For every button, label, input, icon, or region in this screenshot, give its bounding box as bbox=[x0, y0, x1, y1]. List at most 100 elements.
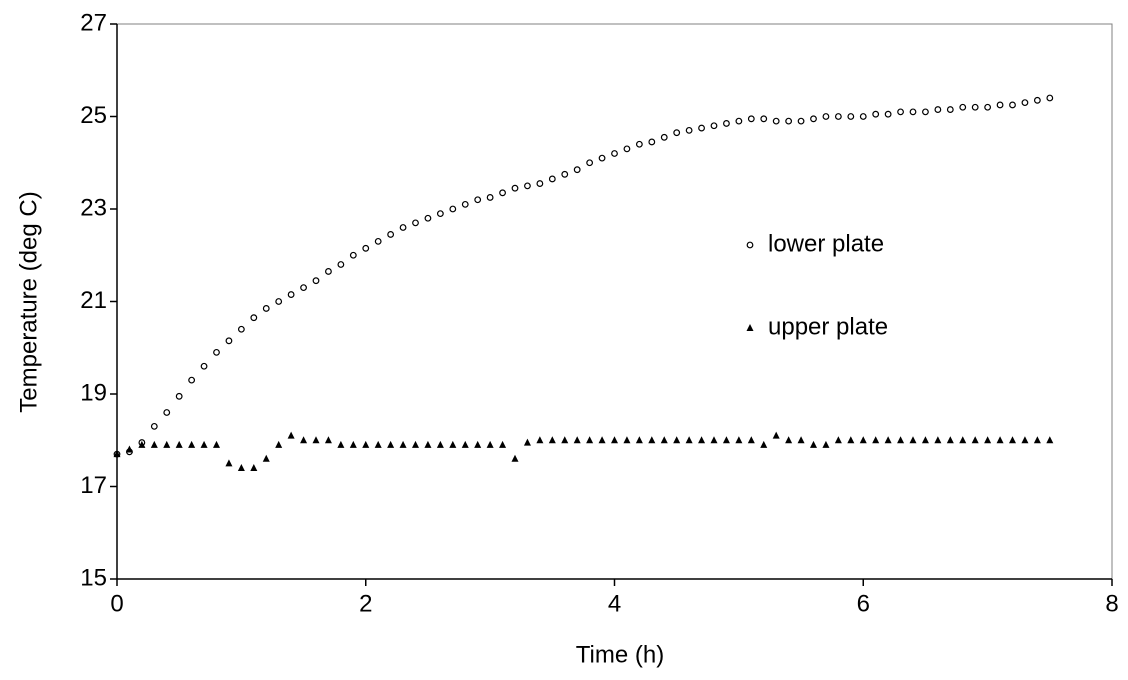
data-point bbox=[424, 440, 432, 448]
data-point bbox=[237, 464, 245, 471]
legend-marker bbox=[746, 324, 754, 331]
data-point bbox=[996, 436, 1004, 444]
data-point bbox=[735, 117, 743, 125]
data-point bbox=[623, 436, 631, 444]
data-point bbox=[834, 436, 842, 444]
data-point bbox=[710, 436, 718, 444]
data-point bbox=[200, 362, 208, 370]
data-point bbox=[200, 440, 208, 448]
data-point bbox=[399, 440, 407, 448]
data-point bbox=[412, 440, 419, 448]
data-point bbox=[561, 170, 569, 178]
data-point bbox=[436, 440, 444, 448]
data-point bbox=[262, 454, 270, 462]
data-point bbox=[523, 438, 531, 446]
data-point bbox=[586, 159, 594, 167]
data-point bbox=[474, 196, 482, 204]
data-point bbox=[623, 145, 631, 153]
data-point bbox=[946, 106, 954, 113]
x-tick-label: 2 bbox=[359, 590, 372, 617]
y-tick-label: 19 bbox=[80, 379, 107, 406]
data-point bbox=[760, 115, 768, 123]
data-point bbox=[1021, 99, 1029, 107]
data-point bbox=[859, 436, 867, 444]
data-point bbox=[412, 219, 419, 227]
data-point bbox=[225, 459, 233, 467]
data-point bbox=[511, 184, 519, 192]
y-tick-label: 15 bbox=[80, 564, 107, 591]
data-point bbox=[611, 436, 618, 444]
data-point bbox=[598, 154, 606, 162]
data-point bbox=[573, 436, 581, 444]
data-point bbox=[237, 325, 245, 333]
data-point bbox=[262, 305, 270, 312]
data-point bbox=[213, 440, 220, 448]
y-axis-label: Temperature (deg C) bbox=[15, 191, 42, 412]
data-point bbox=[461, 200, 469, 208]
data-point bbox=[1033, 96, 1041, 104]
data-point bbox=[300, 436, 308, 444]
data-point bbox=[723, 120, 730, 127]
data-point bbox=[225, 337, 233, 345]
data-point bbox=[449, 205, 457, 213]
data-point bbox=[1046, 436, 1054, 444]
data-point bbox=[337, 261, 345, 268]
data-point bbox=[984, 436, 992, 444]
data-point bbox=[946, 436, 954, 444]
data-point bbox=[499, 189, 506, 197]
data-point bbox=[387, 440, 395, 448]
data-point bbox=[760, 440, 768, 448]
legend-marker bbox=[746, 241, 754, 249]
data-point bbox=[772, 117, 780, 125]
data-point bbox=[922, 108, 929, 116]
data-point bbox=[810, 440, 817, 448]
legend-label: lower plate bbox=[768, 230, 884, 257]
data-point bbox=[772, 431, 780, 439]
data-point bbox=[536, 180, 544, 187]
data-point bbox=[424, 214, 432, 222]
data-point bbox=[1021, 436, 1029, 444]
data-point bbox=[884, 436, 892, 444]
data-point bbox=[387, 231, 395, 238]
data-point bbox=[897, 108, 904, 116]
data-point bbox=[362, 440, 370, 448]
data-point bbox=[163, 409, 171, 416]
y-tick-label: 21 bbox=[80, 287, 107, 314]
data-point bbox=[349, 440, 357, 448]
data-point bbox=[872, 110, 880, 118]
data-point bbox=[1009, 436, 1016, 444]
y-tick-label: 27 bbox=[80, 9, 107, 36]
data-point bbox=[573, 166, 581, 174]
data-point bbox=[213, 348, 220, 356]
data-point bbox=[996, 101, 1004, 109]
data-point bbox=[822, 113, 830, 120]
x-tick-label: 6 bbox=[857, 590, 870, 617]
data-point bbox=[685, 126, 693, 134]
data-point bbox=[436, 210, 444, 218]
data-point bbox=[785, 117, 793, 125]
data-point bbox=[984, 103, 992, 111]
data-point bbox=[797, 117, 805, 125]
data-point bbox=[971, 103, 979, 111]
data-point bbox=[660, 436, 668, 444]
data-point bbox=[785, 436, 793, 444]
data-point bbox=[586, 436, 594, 444]
data-point bbox=[934, 106, 942, 113]
y-tick-label: 17 bbox=[80, 472, 107, 499]
data-point bbox=[747, 436, 755, 444]
data-point bbox=[747, 115, 755, 123]
data-point bbox=[536, 436, 544, 444]
data-point bbox=[150, 422, 158, 430]
data-point bbox=[287, 291, 295, 298]
data-point bbox=[486, 194, 494, 201]
data-point bbox=[275, 440, 283, 448]
data-point bbox=[598, 436, 606, 444]
data-point bbox=[125, 445, 133, 453]
data-point bbox=[698, 124, 705, 132]
data-point bbox=[810, 115, 817, 123]
y-tick-label: 25 bbox=[80, 102, 107, 129]
data-point bbox=[511, 454, 519, 462]
data-point bbox=[150, 440, 158, 448]
data-point bbox=[300, 284, 307, 292]
data-point bbox=[648, 436, 656, 444]
